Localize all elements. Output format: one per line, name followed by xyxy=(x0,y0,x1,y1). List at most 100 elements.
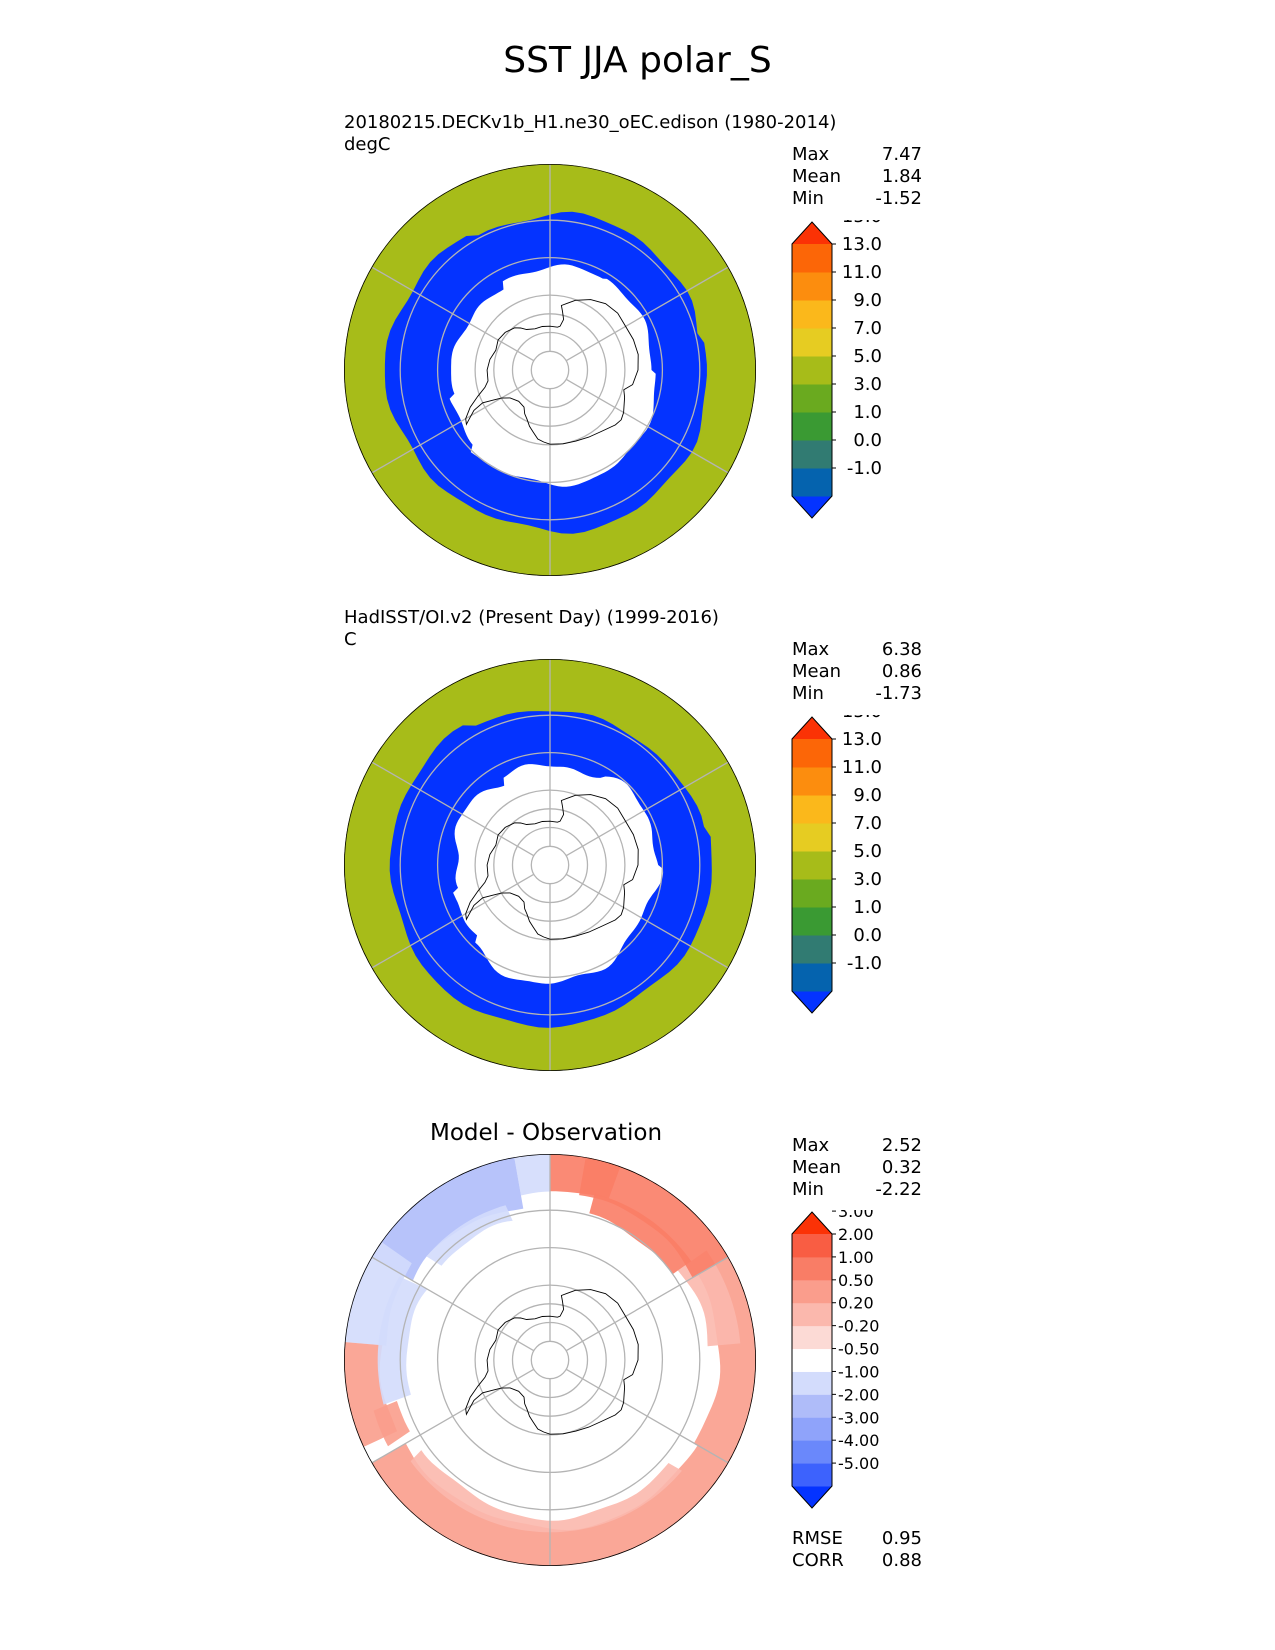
panel2-mean-value: 0.86 xyxy=(881,661,922,682)
panel2-min-label: Min xyxy=(792,683,824,704)
panel1-colorbar-segment xyxy=(792,356,832,385)
panel2-colorbar-segment xyxy=(792,851,832,880)
panel1-colorbar-segment xyxy=(792,468,832,497)
panel2-grid-lat-circle xyxy=(530,845,570,885)
panel1-units: degC xyxy=(344,134,391,155)
panel3-polar-plot xyxy=(344,1154,756,1566)
panel3-metrics: RMSE 0.95 CORR 0.88 xyxy=(792,1528,922,1572)
panel3-diff-patch xyxy=(550,1154,622,1199)
panel2-grid-meridian xyxy=(371,761,535,857)
panel3-grid-meridian xyxy=(565,1368,729,1464)
panel1-colorbar-segment xyxy=(792,300,832,329)
panel3-title: Model - Observation xyxy=(430,1120,663,1146)
panel3-min-label: Min xyxy=(792,1179,824,1200)
panel1-colorbar: -1.0 0.0 1.0 3.0 5.0 7.0 9.0 11.0 13.0 15.0 xyxy=(791,220,882,519)
panel2-map xyxy=(344,659,756,1071)
panel1-grid-meridian xyxy=(565,266,729,362)
panel1-colorbar-tick-label: 15.0 xyxy=(842,220,882,227)
panel3-colorbar-tick-label: -0.20 xyxy=(838,1317,879,1336)
panel1-colorbar-segment xyxy=(792,440,832,469)
panel1-grid-meridian xyxy=(565,378,729,474)
panel2-colorbar-tick-label: 1.0 xyxy=(853,897,882,918)
rmse-value: 0.95 xyxy=(881,1528,922,1549)
panel3-colorbar-tick-label: 3.00 xyxy=(838,1210,874,1221)
panel1-colorbar-tick-label: 3.0 xyxy=(853,374,882,395)
panel1-colorbar-segment xyxy=(792,328,832,357)
panel1-map xyxy=(344,164,756,576)
panel2-colorbar-outline xyxy=(791,716,833,1014)
panel1-colorbar-tick-label: 11.0 xyxy=(842,262,882,283)
panel3-grid-meridian xyxy=(565,1256,729,1352)
panel3-colorbar-tick-label: 1.00 xyxy=(838,1248,874,1267)
panel1-colorbar-min-extension xyxy=(792,496,832,518)
rmse-label: RMSE xyxy=(792,1528,843,1549)
panel3-grid-meridian xyxy=(371,1368,535,1464)
panel1-colorbar-tick-label: 5.0 xyxy=(853,346,882,367)
panel1-min-value: -1.52 xyxy=(875,188,922,209)
panel3-colorbar-tick-label: -5.00 xyxy=(838,1454,879,1473)
panel3-grid-lat-circle xyxy=(530,1340,570,1380)
panel2-colorbar-tick-label: 13.0 xyxy=(842,729,882,750)
panel2-colorbar-tick-label: 15.0 xyxy=(842,715,882,722)
panel2-colorbar-tick-label: -1.0 xyxy=(847,953,882,974)
panel1-colorbar-segment xyxy=(792,384,832,413)
panel2-colorbar-tick-label: 11.0 xyxy=(842,757,882,778)
panel1-max-label: Max xyxy=(792,144,830,165)
panel3-diff-patch xyxy=(589,1193,692,1275)
panel3-colorbar-outline xyxy=(791,1211,833,1509)
panel3-colorbar-segment xyxy=(792,1302,832,1327)
panel1-colorbar-tick-label: -1.0 xyxy=(847,458,882,479)
panel2-colorbar-tick-label: 5.0 xyxy=(853,841,882,862)
panel3-colorbar-body: -5.00 -4.00 -3.00 -2.00 -1.00 -0.50 -0.20 0.20 0… xyxy=(791,1210,879,1509)
panel2-antarctic-coastline xyxy=(465,794,639,940)
panel3-colorbar-segment xyxy=(792,1348,832,1372)
panel3-colorbar-segment xyxy=(792,1394,832,1418)
panel2-colorbar-segment xyxy=(792,907,832,936)
panel3-colorbar-max-extension xyxy=(792,1212,832,1234)
panel2-colorbar: -1.0 0.0 1.0 3.0 5.0 7.0 9.0 11.0 13.0 15.0 xyxy=(791,715,882,1014)
panel1-mean-label: Mean xyxy=(792,166,842,187)
panel2-grid-meridian xyxy=(371,873,535,969)
panel3-colorbar-tick-label: 0.50 xyxy=(838,1271,874,1290)
panel1-colorbar-tick-label: 9.0 xyxy=(853,290,882,311)
panel1-colorbar-segment xyxy=(792,412,832,441)
panel3-colorbar-segment xyxy=(792,1234,832,1258)
panel3-mean-value: 0.32 xyxy=(881,1157,922,1178)
panel2-units: C xyxy=(344,629,357,650)
panel3-max-label: Max xyxy=(792,1135,830,1156)
panel1-title: 20180215.DECKv1b_H1.ne30_oEC.edison (198… xyxy=(344,112,837,133)
panel2-max-label: Max xyxy=(792,639,830,660)
panel2-colorbar-segment xyxy=(792,935,832,964)
panel2-colorbar-max-extension xyxy=(792,717,832,739)
panel1-max-value: 7.47 xyxy=(881,144,922,165)
panel2-stats: Max 6.38 Mean 0.86 Min -1.73 xyxy=(792,639,922,705)
panel3-colorbar-segment xyxy=(792,1325,832,1350)
panel1-colorbar-segment xyxy=(792,244,832,273)
panel2-colorbar-body: -1.0 0.0 1.0 3.0 5.0 7.0 9.0 11.0 13.0 15.0 xyxy=(791,715,882,1014)
panel3-colorbar-segment xyxy=(792,1279,832,1304)
panel3-colorbar-segment xyxy=(792,1440,832,1464)
panel3-antarctic-coastline xyxy=(465,1289,639,1435)
panel3-colorbar-segment xyxy=(792,1463,832,1487)
panel1-grid-lat-circle xyxy=(530,350,570,390)
panel2-grid-meridian xyxy=(565,873,729,969)
panel2-grid-meridian xyxy=(565,761,729,857)
panel3-diff-patch xyxy=(377,1276,428,1405)
panel2-colorbar-segment xyxy=(792,963,832,992)
panel3-colorbar-tick-label: -0.50 xyxy=(838,1340,879,1359)
panel1-antarctic-coastline xyxy=(465,299,639,445)
panel1-colorbar-max-extension xyxy=(792,222,832,244)
panel1-colorbar-body: -1.0 0.0 1.0 3.0 5.0 7.0 9.0 11.0 13.0 15.0 xyxy=(791,220,882,519)
panel1-grid-meridian xyxy=(371,266,535,362)
panel2-colorbar-tick-label: 9.0 xyxy=(853,785,882,806)
panel1-colorbar-tick-label: 0.0 xyxy=(853,430,882,451)
panel3-colorbar-min-extension xyxy=(792,1486,832,1508)
panel2-colorbar-tick-label: 0.0 xyxy=(853,925,882,946)
panel2-colorbar-tick-label: 7.0 xyxy=(853,813,882,834)
panel1-colorbar-outline xyxy=(791,221,833,519)
panel3-colorbar-tick-label: 2.00 xyxy=(838,1225,874,1244)
panel2-colorbar-segment xyxy=(792,739,832,768)
panel1-colorbar-tick-label: 7.0 xyxy=(853,318,882,339)
corr-value: 0.88 xyxy=(881,1550,922,1571)
panel1-min-label: Min xyxy=(792,188,824,209)
